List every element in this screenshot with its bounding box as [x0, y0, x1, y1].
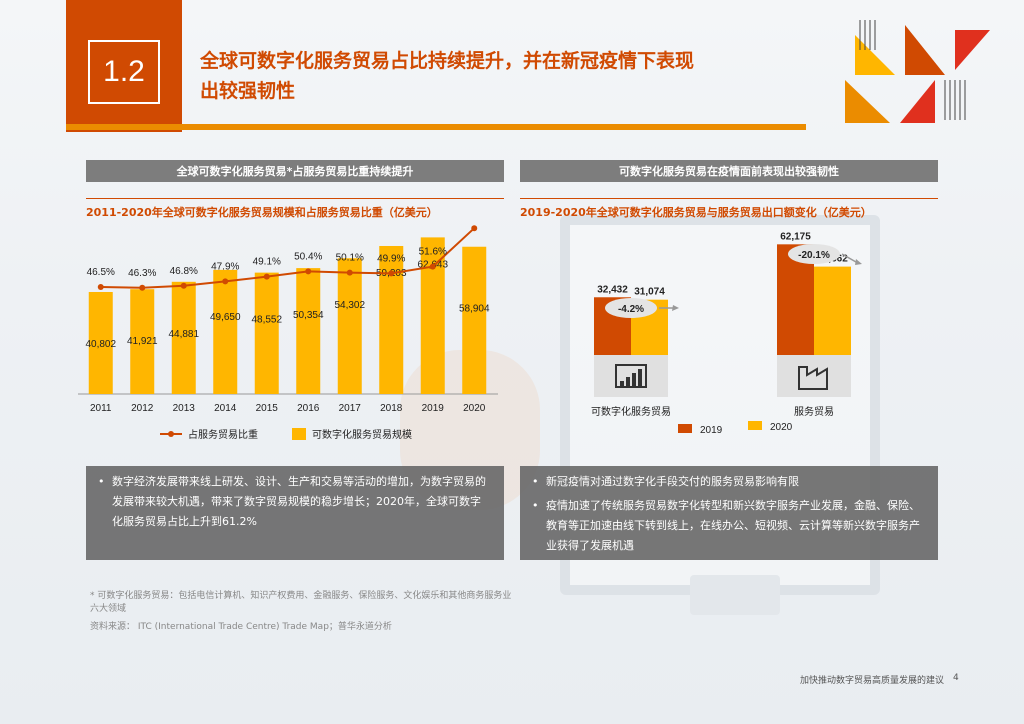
bar-value-label: 41,921	[127, 336, 158, 347]
change-callout	[605, 298, 657, 318]
bar-value-label: 40,802	[85, 339, 116, 350]
line-point	[305, 268, 312, 275]
line-point	[263, 273, 270, 280]
bar-chart-icon	[615, 364, 647, 388]
change-label: -4.2%	[618, 304, 644, 315]
legend-2020-swatch	[748, 421, 762, 430]
category-icon-block	[777, 355, 851, 397]
x-tick-label: 2015	[256, 403, 279, 414]
line-value-label: 47.9%	[211, 261, 239, 272]
footnote: * 可数字化服务贸易：包括电信计算机、知识产权费用、金融服务、保险服务、文化娱乐…	[90, 591, 512, 614]
line-value-label: 49.9%	[377, 253, 405, 264]
line-point	[429, 263, 436, 270]
bar	[462, 246, 487, 394]
bar-value-label: 31,074	[634, 287, 665, 298]
change-label: -20.1%	[798, 250, 830, 261]
x-tick-label: 2014	[214, 403, 237, 414]
left-bullet-item: 数字经济发展带来线上研发、设计、生产和交易等活动的增加，为数字贸易的发展带来较大…	[98, 472, 490, 532]
line-point	[139, 284, 146, 291]
line-point	[97, 284, 104, 290]
right-bullet-item: 新冠疫情对通过数字化手段交付的服务贸易影响有限	[532, 472, 924, 492]
right-section-title: 可数字化服务贸易在疫情面前表现出较强韧性	[520, 160, 938, 182]
bar	[171, 281, 196, 394]
factory-icon	[798, 366, 828, 390]
change-arrowhead	[855, 259, 862, 265]
left-chart-title: 2011-2020年全球可数字化服务贸易规模和占服务贸易比重（亿美元）	[86, 206, 438, 219]
bar	[296, 268, 321, 394]
page-title-line1: 全球可数字化服务贸易占比持续提升，并在新冠疫情下表现	[200, 50, 695, 72]
line-point	[388, 270, 395, 277]
line-value-label: 51.6%	[419, 247, 447, 258]
source-note: 资料来源： ITC (International Trade Centre) T…	[90, 622, 392, 632]
background-monitor-stand	[690, 575, 780, 615]
bar-value-label: 58,904	[459, 304, 490, 315]
right-chart-title: 2019-2020年全球可数字化服务贸易与服务贸易出口额变化（亿美元）	[520, 206, 872, 219]
x-tick-label: 2020	[463, 403, 486, 414]
change-arrow	[841, 253, 857, 263]
category-label: 可数字化服务贸易	[591, 405, 671, 418]
x-tick-label: 2013	[173, 403, 196, 414]
page-number: 4	[953, 673, 959, 683]
bar	[130, 289, 155, 394]
x-tick-label: 2019	[422, 403, 445, 414]
share-line	[100, 227, 475, 289]
section-number-block: 1.2	[66, 0, 182, 132]
left-bullet-list: 数字经济发展带来线上研发、设计、生产和交易等活动的增加，为数字贸易的发展带来较大…	[98, 472, 490, 532]
bar-value-label: 32,432	[597, 284, 628, 295]
x-tick-label: 2012	[131, 403, 154, 414]
category-label: 服务贸易	[794, 405, 834, 418]
bar	[337, 258, 362, 394]
legend-bar-swatch	[292, 428, 306, 440]
footer-report-title: 加快推动数字贸易高质量发展的建议	[800, 676, 945, 686]
category-icon-block	[594, 355, 668, 397]
line-point	[222, 278, 229, 285]
line-point	[180, 282, 187, 289]
title-rule	[66, 124, 806, 130]
legend-bar-label: 可数字化服务贸易规模	[312, 428, 412, 441]
bar-value-label: 54,302	[334, 300, 365, 311]
x-tick-label: 2018	[380, 403, 403, 414]
right-bullet-item: 疫情加速了传统服务贸易数字化转型和新兴数字服务产业发展，金融、保险、教育等正加速…	[532, 496, 924, 556]
page-title: 全球可数字化服务贸易占比持续提升，并在新冠疫情下表现 出较强韧性	[200, 46, 694, 106]
section-number: 1.2	[88, 40, 160, 104]
legend-line-marker	[168, 431, 174, 437]
page-title-line2: 出较强韧性	[200, 80, 296, 102]
bar-value-label: 50,354	[293, 310, 324, 321]
right-bullet-list: 新冠疫情对通过数字化手段交付的服务贸易影响有限 疫情加速了传统服务贸易数字化转型…	[532, 472, 924, 556]
bar	[88, 291, 113, 394]
line-value-label: 46.8%	[170, 266, 198, 277]
legend-2019-swatch	[678, 424, 692, 433]
line-point	[346, 269, 353, 276]
change-callout	[788, 244, 840, 264]
bar-2020	[814, 266, 851, 355]
line-value-label: 49.1%	[253, 257, 281, 268]
x-tick-label: 2016	[297, 403, 320, 414]
bar	[213, 269, 238, 394]
bar	[420, 237, 445, 394]
bar-value-label: 62,175	[780, 231, 811, 242]
right-chart: 32,43231,074可数字化服务贸易-4.2%62,17549,662服务贸…	[591, 231, 862, 436]
line-value-label: 50.1%	[336, 253, 364, 264]
bar	[254, 272, 279, 394]
x-tick-label: 2011	[90, 403, 112, 414]
line-value-label: 46.5%	[87, 267, 115, 278]
left-sub-rule	[86, 198, 504, 199]
line-value-label: 46.3%	[128, 268, 156, 279]
bar-value-label: 48,552	[251, 315, 282, 326]
right-text-box: 新冠疫情对通过数字化手段交付的服务贸易影响有限 疫情加速了传统服务贸易数字化转型…	[520, 466, 938, 560]
bar-value-label: 44,881	[168, 329, 199, 340]
x-tick-label: 2017	[339, 403, 362, 414]
left-chart: 40,802 2011 41,921 2012 44,881 2013 49,650 2014…	[78, 225, 498, 441]
legend-2020-label: 2020	[770, 422, 793, 433]
left-section-title: 全球可数字化服务贸易*占服务贸易比重持续提升	[86, 160, 504, 182]
bar-value-label: 49,650	[210, 312, 241, 323]
line-value-label: 50.4%	[294, 251, 322, 262]
left-text-box: 数字经济发展带来线上研发、设计、生产和交易等活动的增加，为数字贸易的发展带来较大…	[86, 466, 504, 560]
change-arrowhead	[672, 305, 679, 311]
legend-line-label: 占服务贸易比重	[188, 428, 258, 441]
right-sub-rule	[520, 198, 938, 199]
legend-2019-label: 2019	[700, 425, 723, 436]
line-point	[471, 225, 478, 232]
decorative-triangles	[845, 20, 990, 123]
